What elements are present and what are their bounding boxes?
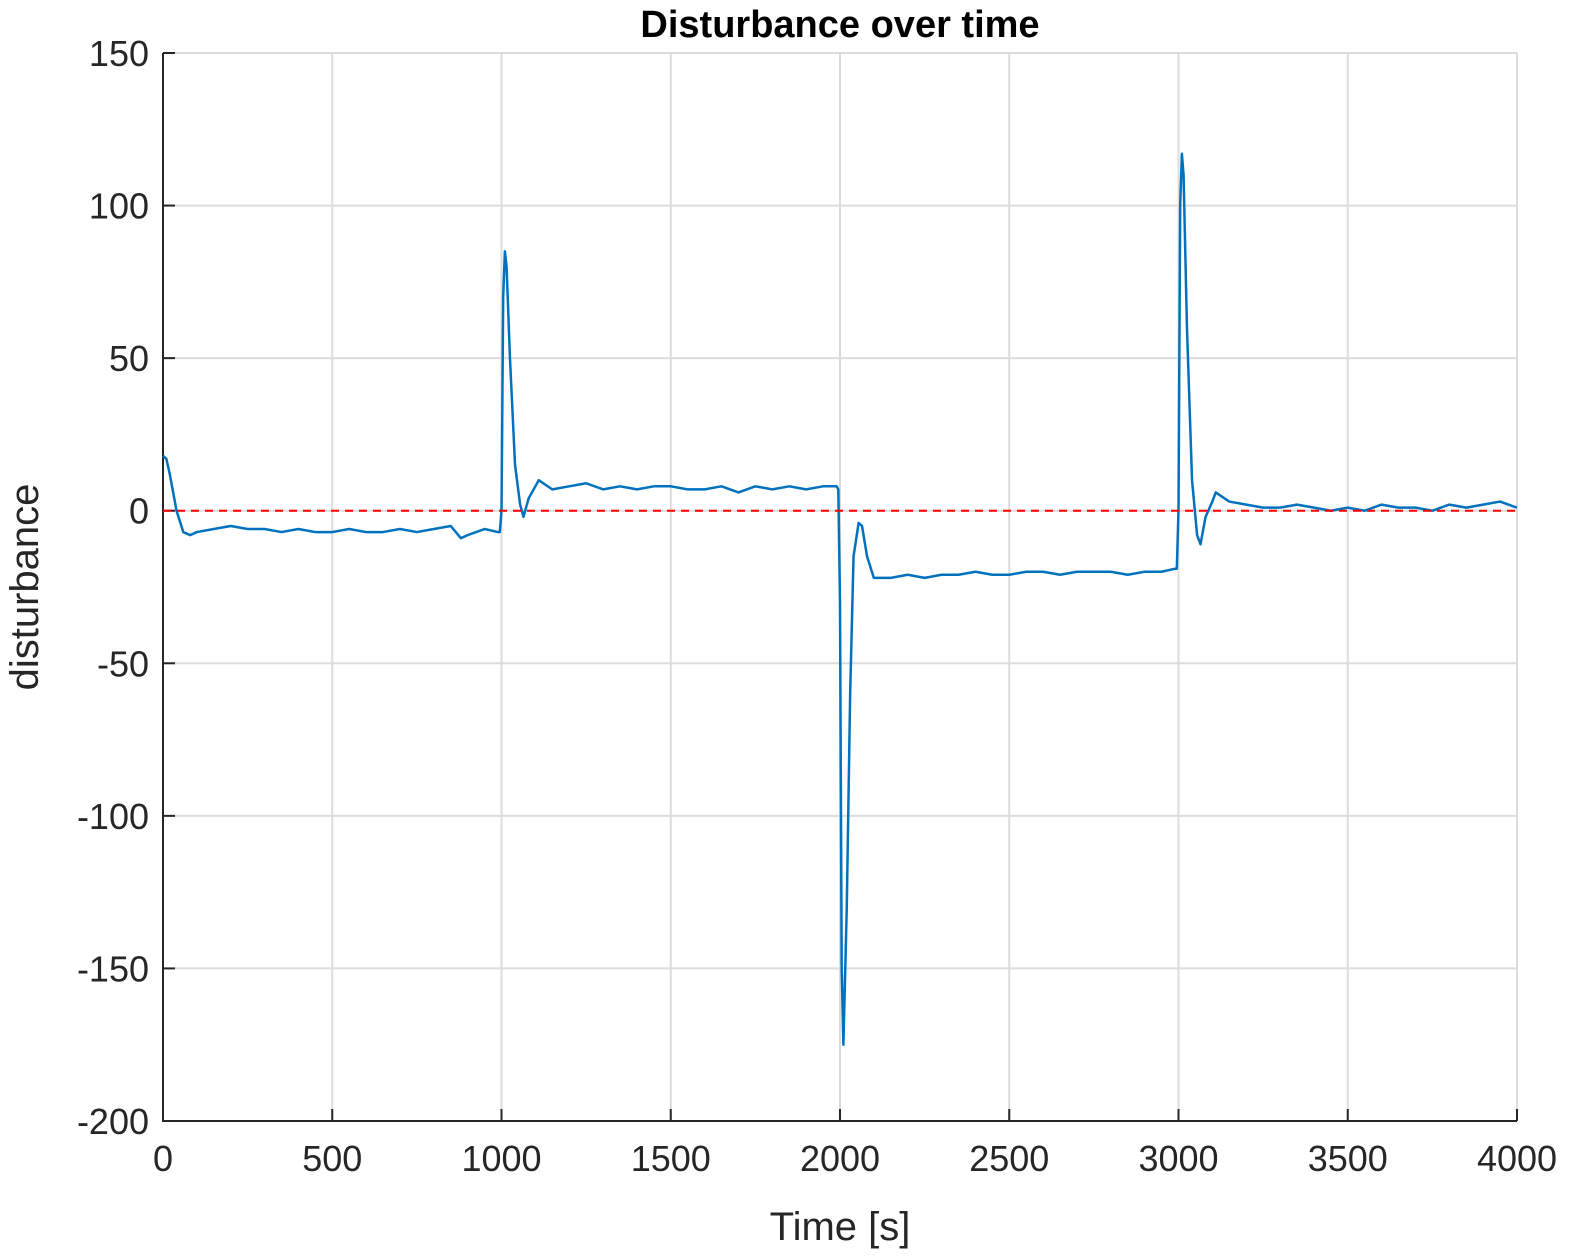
y-tick-label: -150 (77, 948, 149, 989)
chart-title: Disturbance over time (640, 4, 1039, 46)
x-tick-label: 2000 (800, 1138, 880, 1179)
x-tick-label: 1500 (631, 1138, 711, 1179)
x-tick-label: 1000 (461, 1138, 541, 1179)
x-tick-label: 2500 (969, 1138, 1049, 1179)
y-tick-label: -100 (77, 796, 149, 837)
y-tick-label: -50 (97, 643, 149, 684)
x-axis-label: Time [s] (770, 1205, 911, 1249)
y-tick-label: 150 (89, 33, 149, 74)
data-line (162, 152, 1518, 1046)
y-tick-label: 50 (109, 338, 149, 379)
x-tick-label: 3000 (1138, 1138, 1218, 1179)
x-tick-label: 4000 (1477, 1138, 1557, 1179)
x-tick-label: 3500 (1308, 1138, 1388, 1179)
y-tick-label: 100 (89, 186, 149, 227)
y-axis-label: disturbance (3, 484, 47, 691)
y-tick-label: 0 (129, 491, 149, 532)
y-tick-label: -200 (77, 1101, 149, 1142)
x-tick-label: 0 (153, 1138, 173, 1179)
x-tick-label: 500 (302, 1138, 362, 1179)
axes (162, 53, 1517, 1122)
